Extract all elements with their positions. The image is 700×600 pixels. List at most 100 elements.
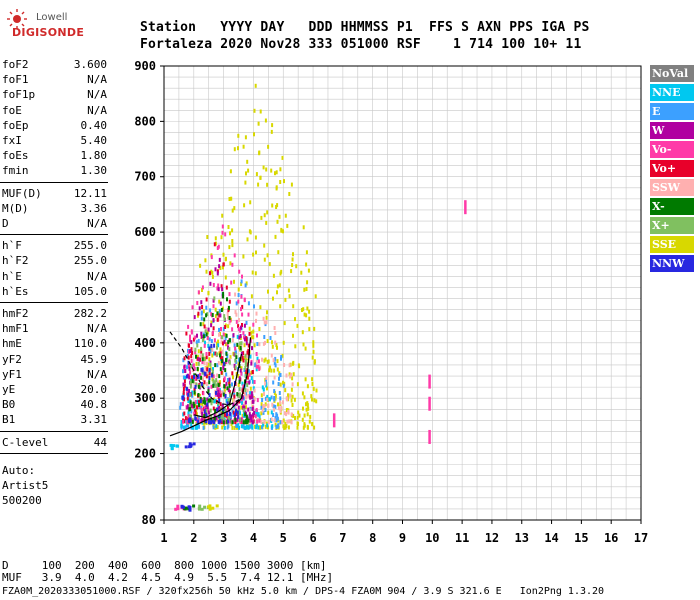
echo-dot [222, 366, 225, 371]
echo-dot [270, 417, 273, 422]
echo-dot [303, 413, 306, 418]
echo-dot [260, 402, 263, 407]
echo-dot [249, 386, 252, 391]
param-value: 105.0 [73, 284, 107, 298]
echo-dot [202, 399, 205, 404]
echo-dot [224, 394, 227, 398]
isolated-echo [428, 429, 431, 444]
echo-dot [205, 408, 208, 413]
echo-dot [228, 390, 231, 395]
echo-dot [263, 420, 266, 424]
echo-dot [213, 414, 216, 419]
echo-dot [226, 412, 228, 417]
echo-dot [216, 311, 219, 316]
echo-dot [214, 236, 217, 241]
echo-dot [235, 423, 238, 428]
echo-dot [202, 425, 205, 430]
echo-dot [237, 423, 240, 428]
echo-dot [212, 406, 215, 411]
echo-dot [205, 269, 208, 274]
echo-dot [251, 379, 254, 384]
isolated-echo [428, 396, 431, 411]
echo-dot [309, 414, 312, 419]
echo-dot [228, 377, 231, 382]
echo-dot [288, 372, 291, 377]
echo-dot [225, 256, 227, 261]
echo-dot [272, 404, 275, 409]
echo-dot [200, 310, 203, 315]
echo-dot [263, 404, 266, 408]
echo-dot [208, 380, 211, 385]
echo-dot [302, 307, 305, 312]
echo-dot [204, 340, 206, 345]
echo-dot [189, 417, 192, 422]
echo-dot [189, 334, 191, 339]
echo-dot [231, 371, 234, 376]
echo-dot [228, 197, 231, 201]
echo-dot [257, 425, 260, 430]
echo-dot [231, 338, 234, 343]
echo-dot [207, 373, 210, 378]
echo-dot [210, 255, 213, 260]
echo-dot [226, 425, 229, 430]
echo-dot [215, 424, 218, 429]
echo-dot [203, 324, 206, 329]
param-separator [0, 234, 108, 236]
echo-dot [247, 312, 250, 317]
echo-dot [218, 351, 221, 356]
echo-dot [282, 340, 285, 345]
echo-dot [242, 413, 245, 418]
echo-dot [183, 379, 186, 384]
echo-dot [252, 252, 255, 257]
echo-dot [206, 312, 209, 317]
echo-dot [244, 359, 247, 364]
echo-dot [252, 329, 255, 334]
echo-dot [198, 372, 201, 377]
echo-dot [251, 414, 254, 419]
echo-dot [219, 367, 222, 372]
echo-dot [226, 297, 228, 302]
echo-dot [182, 419, 185, 424]
echo-dot [298, 413, 301, 418]
echo-dot [272, 380, 275, 385]
echo-dot [200, 346, 203, 351]
echo-dot [256, 333, 258, 338]
echo-dot [283, 425, 286, 430]
echo-dot [208, 420, 210, 425]
echo-dot [257, 364, 260, 369]
echo-dot [244, 400, 247, 405]
echo-dot [262, 165, 265, 170]
param-name: h`F2 [2, 254, 29, 268]
echo-dot [220, 327, 222, 331]
echo-dot [251, 270, 254, 275]
echo-dot [195, 376, 198, 381]
param-row: B1 3.31 [2, 413, 107, 427]
echo-dot [223, 413, 226, 418]
param-value: 1.80 [80, 149, 108, 163]
echo-dot [221, 335, 224, 340]
echo-dot [226, 386, 229, 391]
echo-dot [245, 414, 248, 419]
param-row: yF2 45.9 [2, 353, 107, 367]
echo-dot [194, 384, 197, 389]
echo-dot [200, 349, 203, 354]
echo-dot [216, 425, 219, 430]
echo-dot [265, 220, 268, 225]
echo-dot [244, 283, 247, 288]
echo-dot [238, 376, 241, 381]
muf-row: MUF 3.9 4.0 4.2 4.5 4.9 5.5 7.4 12.1 [MH… [2, 571, 334, 584]
echo-dot [267, 403, 270, 408]
echo-dot [208, 393, 211, 398]
echo-dot [246, 237, 249, 242]
echo-dot [285, 408, 288, 412]
echo-dot [294, 344, 297, 349]
echo-dot [215, 378, 218, 383]
echo-dot [213, 417, 216, 422]
param-row: B0 40.8 [2, 398, 107, 412]
echo-dot [314, 294, 317, 299]
echo-dot [217, 311, 220, 316]
echo-dot [233, 206, 236, 211]
echo-dot [201, 288, 203, 292]
echo-dot [242, 424, 245, 429]
echo-dot [270, 168, 273, 173]
